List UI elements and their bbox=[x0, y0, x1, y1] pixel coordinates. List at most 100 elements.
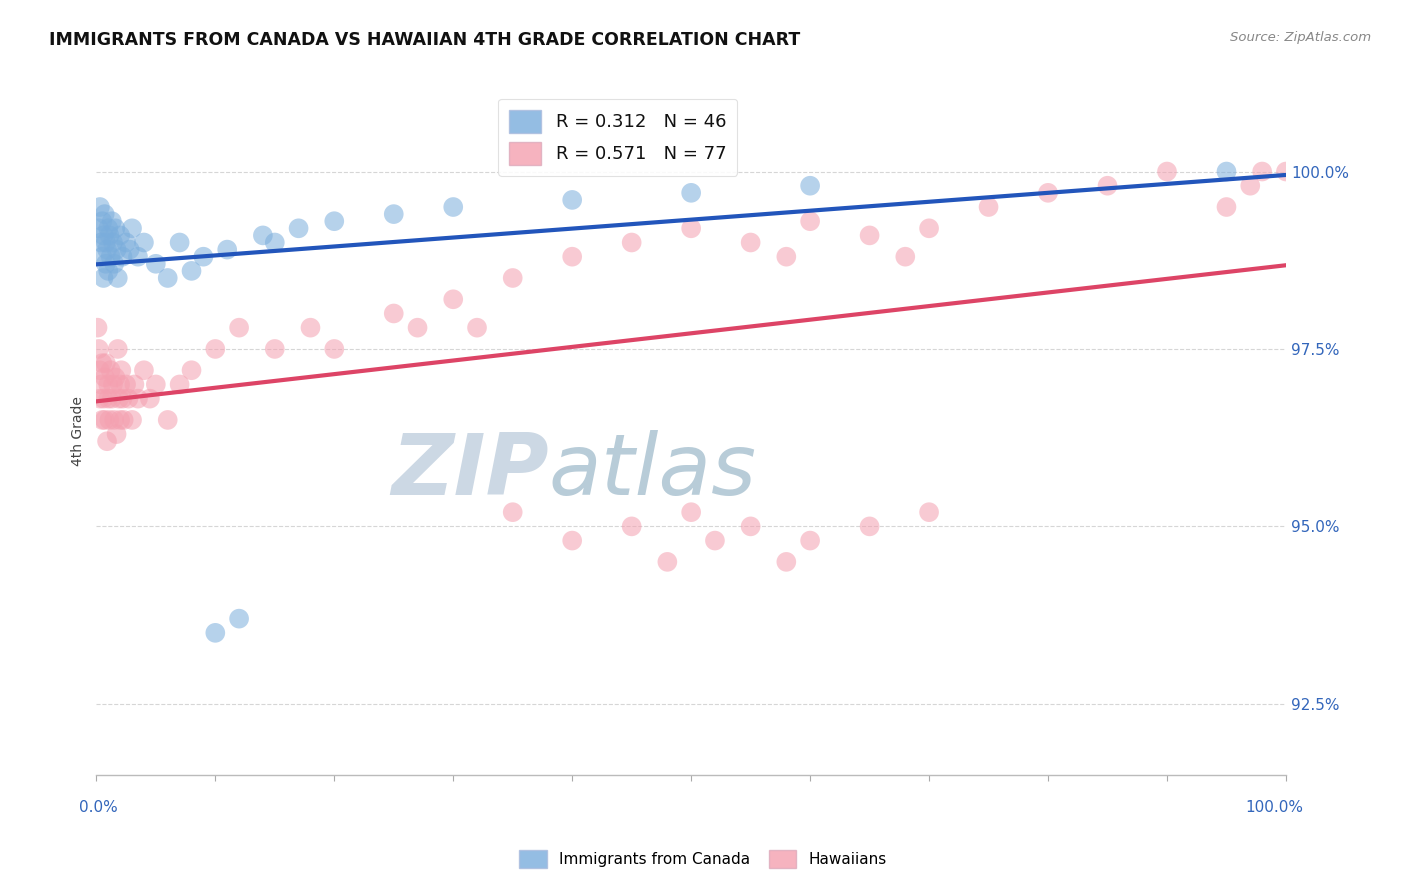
Point bbox=[96, 243, 118, 257]
Point bbox=[94, 356, 117, 370]
Point bbox=[97, 221, 120, 235]
Point bbox=[107, 342, 129, 356]
Point bbox=[115, 235, 138, 250]
Point bbox=[98, 228, 121, 243]
Point bbox=[1251, 164, 1274, 178]
Point bbox=[977, 200, 1000, 214]
Point bbox=[441, 293, 464, 307]
Point bbox=[117, 392, 139, 406]
Point bbox=[1097, 178, 1119, 193]
Point bbox=[145, 257, 167, 271]
Point bbox=[204, 625, 226, 640]
Point bbox=[91, 250, 114, 264]
Point bbox=[87, 342, 110, 356]
Point bbox=[90, 377, 112, 392]
Point bbox=[620, 519, 643, 533]
Point bbox=[502, 505, 524, 519]
Point bbox=[100, 250, 122, 264]
Point bbox=[132, 363, 155, 377]
Point bbox=[100, 363, 122, 377]
Point bbox=[104, 221, 127, 235]
Point bbox=[98, 413, 121, 427]
Point bbox=[180, 363, 202, 377]
Point bbox=[287, 221, 309, 235]
Point bbox=[105, 243, 128, 257]
Point bbox=[124, 377, 146, 392]
Point bbox=[228, 612, 250, 626]
Point bbox=[156, 413, 179, 427]
Point bbox=[620, 235, 643, 250]
Point bbox=[169, 377, 191, 392]
Point bbox=[561, 193, 583, 207]
Point bbox=[89, 200, 111, 214]
Point bbox=[465, 320, 488, 334]
Point bbox=[101, 235, 124, 250]
Point bbox=[118, 243, 141, 257]
Point bbox=[93, 392, 115, 406]
Point bbox=[101, 214, 124, 228]
Point bbox=[382, 306, 405, 320]
Point bbox=[93, 207, 115, 221]
Text: Source: ZipAtlas.com: Source: ZipAtlas.com bbox=[1230, 31, 1371, 45]
Point bbox=[87, 221, 110, 235]
Point bbox=[91, 413, 114, 427]
Point bbox=[775, 555, 797, 569]
Y-axis label: 4th Grade: 4th Grade bbox=[72, 396, 86, 466]
Point bbox=[91, 356, 114, 370]
Point bbox=[97, 392, 120, 406]
Point bbox=[263, 235, 285, 250]
Point bbox=[703, 533, 725, 548]
Point bbox=[156, 271, 179, 285]
Point bbox=[103, 413, 125, 427]
Point bbox=[107, 271, 129, 285]
Point bbox=[681, 221, 703, 235]
Point bbox=[657, 555, 679, 569]
Point bbox=[1156, 164, 1178, 178]
Point bbox=[502, 271, 524, 285]
Point bbox=[858, 228, 880, 243]
Point bbox=[103, 257, 125, 271]
Text: 0.0%: 0.0% bbox=[79, 799, 117, 814]
Text: ZIP: ZIP bbox=[391, 430, 548, 514]
Point bbox=[217, 243, 239, 257]
Point bbox=[169, 235, 191, 250]
Point bbox=[323, 342, 346, 356]
Point bbox=[93, 370, 115, 384]
Point bbox=[799, 533, 821, 548]
Point bbox=[111, 392, 134, 406]
Point bbox=[94, 235, 117, 250]
Point bbox=[101, 392, 124, 406]
Point bbox=[110, 363, 132, 377]
Point bbox=[111, 250, 134, 264]
Point bbox=[121, 221, 143, 235]
Point bbox=[252, 228, 274, 243]
Point bbox=[1215, 200, 1237, 214]
Point bbox=[799, 178, 821, 193]
Point bbox=[90, 235, 112, 250]
Point bbox=[121, 413, 143, 427]
Point bbox=[86, 320, 108, 334]
Point bbox=[96, 434, 118, 449]
Point bbox=[127, 250, 149, 264]
Text: IMMIGRANTS FROM CANADA VS HAWAIIAN 4TH GRADE CORRELATION CHART: IMMIGRANTS FROM CANADA VS HAWAIIAN 4TH G… bbox=[49, 31, 800, 49]
Point bbox=[127, 392, 149, 406]
Point bbox=[91, 214, 114, 228]
Legend: R = 0.312   N = 46, R = 0.571   N = 77: R = 0.312 N = 46, R = 0.571 N = 77 bbox=[498, 99, 737, 176]
Point bbox=[93, 271, 115, 285]
Point bbox=[1275, 164, 1298, 178]
Point bbox=[1239, 178, 1261, 193]
Point bbox=[858, 519, 880, 533]
Point bbox=[139, 392, 162, 406]
Point bbox=[97, 264, 120, 278]
Point bbox=[105, 427, 128, 442]
Point bbox=[299, 320, 322, 334]
Point bbox=[740, 519, 762, 533]
Point bbox=[799, 214, 821, 228]
Point bbox=[89, 363, 111, 377]
Point bbox=[382, 207, 405, 221]
Point bbox=[89, 392, 111, 406]
Text: 100.0%: 100.0% bbox=[1246, 799, 1303, 814]
Point bbox=[180, 264, 202, 278]
Point bbox=[918, 505, 941, 519]
Point bbox=[93, 228, 115, 243]
